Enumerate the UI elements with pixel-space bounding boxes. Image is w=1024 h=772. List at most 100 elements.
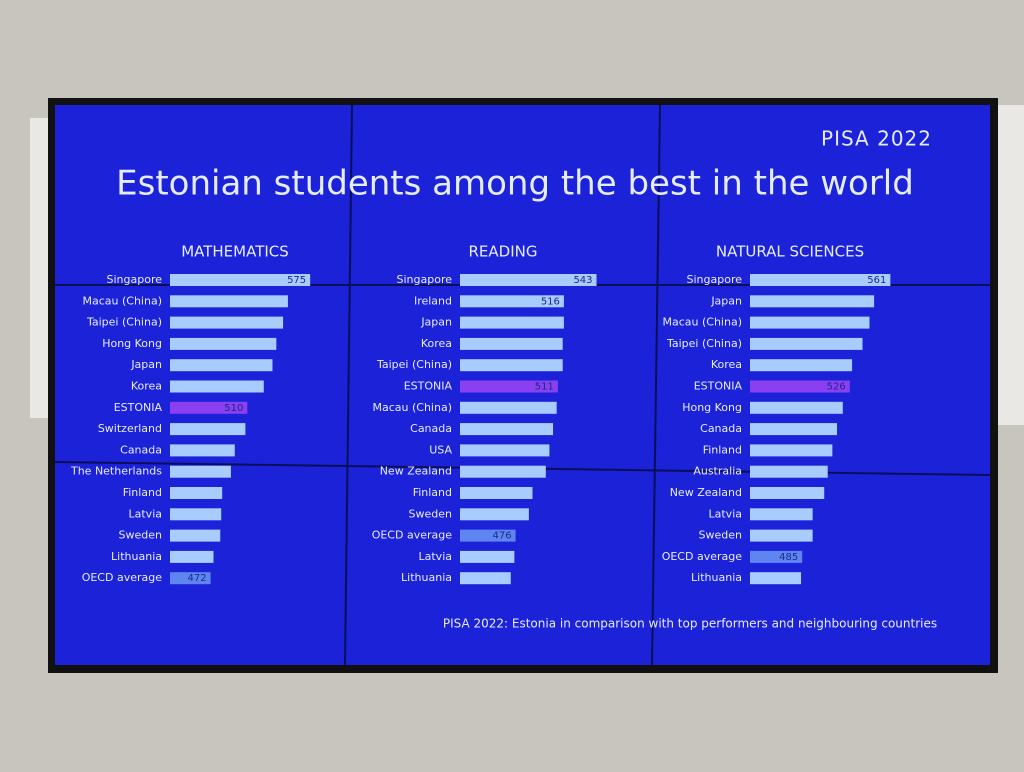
category-label: Latvia (129, 507, 163, 520)
header-title: Estonian students among the best in the … (116, 164, 914, 204)
category-label: Latvia (419, 550, 453, 563)
category-label: Sweden (119, 529, 162, 542)
bar (750, 444, 833, 457)
bar (750, 487, 825, 499)
category-label: Canada (700, 422, 742, 435)
bar (750, 274, 891, 286)
category-label: Finland (703, 443, 742, 456)
category-label: Lithuania (691, 571, 742, 584)
bar (460, 487, 533, 499)
category-label: Canada (120, 443, 162, 456)
category-label: ESTONIA (114, 401, 163, 414)
bar (170, 508, 222, 521)
bar (460, 465, 546, 478)
value-label: 511 (535, 382, 554, 393)
category-label: Hong Kong (102, 337, 162, 350)
bar (750, 550, 803, 563)
category-label: Sweden (699, 529, 742, 542)
category-label: New Zealand (380, 465, 452, 478)
seam (651, 104, 661, 666)
bar (750, 380, 850, 393)
bar (750, 465, 828, 478)
bar (170, 380, 264, 393)
bar (170, 550, 214, 563)
category-label: Singapore (397, 273, 453, 286)
bar (170, 529, 221, 542)
category-label: Macau (China) (663, 316, 743, 329)
bar (170, 295, 288, 308)
bar (460, 359, 563, 372)
bar (750, 295, 875, 308)
chart-title: READING (469, 243, 538, 261)
bar (170, 337, 277, 350)
category-label: Singapore (107, 273, 163, 286)
category-label: Lithuania (401, 571, 452, 584)
value-label: 543 (573, 275, 592, 286)
bar (170, 423, 246, 436)
bar (170, 465, 231, 478)
bar (750, 359, 853, 372)
category-label: USA (429, 443, 452, 456)
bar (460, 274, 597, 286)
bar (460, 550, 515, 563)
bar (460, 529, 516, 542)
speaker (998, 105, 1024, 425)
category-label: OECD average (662, 550, 743, 563)
value-label: 516 (541, 296, 560, 307)
bar (170, 572, 211, 585)
bar (170, 401, 248, 414)
bar (460, 401, 557, 414)
bar (750, 401, 843, 414)
bar (460, 295, 564, 308)
bar (170, 274, 311, 286)
footnote: PISA 2022: Estonia in comparison with to… (443, 617, 937, 631)
bar (460, 337, 563, 350)
bar (170, 444, 235, 457)
value-label: 510 (224, 403, 243, 414)
bar (750, 337, 863, 350)
category-label: Switzerland (98, 422, 162, 435)
value-label: 476 (492, 531, 511, 542)
category-label: Lithuania (111, 550, 162, 563)
category-label: Japan (420, 316, 452, 329)
category-label: Macau (China) (83, 294, 163, 307)
category-label: ESTONIA (694, 380, 743, 393)
category-label: Macau (China) (373, 401, 453, 414)
value-label: 472 (188, 573, 207, 584)
bar (460, 380, 558, 393)
value-label: 526 (827, 382, 846, 393)
category-label: Hong Kong (682, 401, 742, 414)
value-label: 575 (287, 275, 306, 286)
category-label: Japan (130, 358, 162, 371)
seam (344, 104, 353, 666)
bar (460, 444, 550, 457)
header-label: PISA 2022 (821, 127, 932, 151)
category-label: OECD average (372, 529, 453, 542)
bar (750, 423, 837, 436)
category-label: Singapore (687, 273, 743, 286)
bar (750, 572, 802, 585)
bar (750, 316, 870, 329)
value-label: 561 (867, 275, 886, 286)
category-label: Ireland (414, 294, 452, 307)
bar (460, 423, 554, 436)
bar (170, 359, 273, 372)
category-label: Australia (693, 465, 742, 478)
bar (170, 316, 284, 329)
category-label: New Zealand (670, 486, 742, 499)
category-label: Japan (710, 294, 742, 307)
category-label: Finland (123, 486, 162, 499)
category-label: Taipei (China) (666, 337, 742, 350)
bar (460, 572, 511, 585)
category-label: Sweden (409, 507, 452, 520)
category-label: OECD average (82, 571, 163, 584)
category-label: Korea (711, 358, 742, 371)
category-label: Taipei (China) (86, 316, 162, 329)
category-label: Korea (421, 337, 452, 350)
bar (750, 508, 813, 521)
bar (170, 487, 223, 499)
bar (460, 508, 529, 521)
bar (460, 316, 564, 329)
category-label: The Netherlands (70, 465, 162, 478)
